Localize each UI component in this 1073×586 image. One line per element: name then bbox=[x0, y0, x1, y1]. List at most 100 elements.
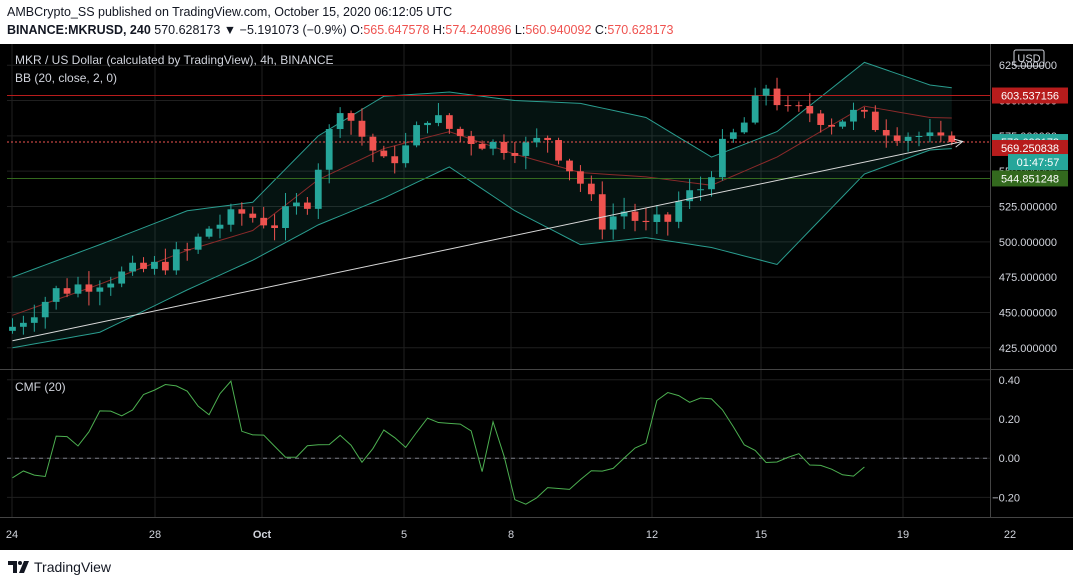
close-label: C: bbox=[594, 23, 608, 37]
candle-body bbox=[762, 88, 770, 96]
close-value: 570.628173 bbox=[607, 23, 674, 37]
candle-body bbox=[511, 153, 519, 156]
candle-body bbox=[456, 128, 464, 137]
ohlc-info: BINANCE:MKRUSD, 240 570.628173 ▼ −5.1910… bbox=[7, 22, 673, 38]
publish-info: AMBCrypto_SS published on TradingView.co… bbox=[7, 5, 453, 19]
candle-body bbox=[172, 249, 180, 271]
low-value: 560.940092 bbox=[525, 23, 592, 37]
candle-body bbox=[63, 288, 71, 294]
candle-body bbox=[653, 214, 661, 223]
cmf-y-tick-label: 0.20 bbox=[999, 414, 1020, 426]
candle-body bbox=[740, 122, 748, 133]
candle-body bbox=[30, 317, 38, 323]
candle-body bbox=[708, 177, 715, 190]
candle-body bbox=[620, 211, 628, 217]
x-tick-label: 15 bbox=[755, 529, 767, 541]
cmf-label: CMF (20) bbox=[15, 380, 66, 394]
candle-body bbox=[74, 284, 82, 294]
candle-body bbox=[435, 115, 442, 123]
candle-body bbox=[489, 141, 497, 149]
candle-body bbox=[380, 150, 388, 157]
indicator-label: BB (20, close, 2, 0) bbox=[15, 71, 117, 85]
candle-body bbox=[467, 136, 475, 145]
price-tag-label: 544.851248 bbox=[1001, 173, 1059, 185]
candle-body bbox=[871, 111, 879, 131]
candle-body bbox=[795, 105, 803, 107]
candle-body bbox=[500, 141, 508, 154]
candle-body bbox=[587, 183, 595, 195]
candle-body bbox=[609, 216, 617, 230]
candle-body bbox=[227, 209, 235, 225]
candle-body bbox=[445, 115, 453, 129]
candle-body bbox=[238, 209, 246, 214]
candle-body bbox=[631, 211, 639, 221]
x-tick-label: 22 bbox=[1004, 529, 1016, 541]
open-value: 565.647578 bbox=[363, 23, 430, 37]
x-tick-label: Oct bbox=[253, 529, 272, 541]
x-tick-label: 12 bbox=[646, 529, 658, 541]
candle-body bbox=[140, 262, 147, 269]
price-tag-label: 603.537156 bbox=[1001, 91, 1059, 103]
bb-fill bbox=[12, 62, 952, 348]
price-tag-box bbox=[992, 87, 1068, 104]
candle-body bbox=[566, 160, 573, 172]
chart-header: AMBCrypto_SS published on TradingView.co… bbox=[0, 0, 1073, 44]
candle-body bbox=[598, 194, 606, 230]
chart-canvas[interactable]: MKR / US Dollar (calculated by TradingVi… bbox=[0, 44, 1073, 550]
price-tag-box bbox=[992, 139, 1068, 156]
candle-body bbox=[347, 113, 355, 121]
candle-body bbox=[828, 124, 836, 127]
candle-body bbox=[904, 136, 912, 141]
candle-body bbox=[937, 132, 945, 136]
candle-body bbox=[948, 135, 956, 143]
candle-body bbox=[773, 88, 781, 106]
countdown-label: 01:47:57 bbox=[1017, 157, 1060, 169]
y-tick-label: 425.000000 bbox=[999, 343, 1057, 355]
candle-body bbox=[478, 144, 486, 149]
candle-body bbox=[806, 105, 814, 114]
candle-body bbox=[424, 122, 431, 126]
candle-body bbox=[118, 271, 126, 284]
candle-body bbox=[271, 225, 278, 228]
candle-body bbox=[555, 140, 562, 161]
candle-body bbox=[533, 137, 541, 143]
candle-body bbox=[391, 156, 399, 164]
candle-body bbox=[882, 130, 890, 136]
candle-body bbox=[577, 171, 584, 184]
high-value: 574.240896 bbox=[445, 23, 512, 37]
high-label: H: bbox=[432, 23, 446, 37]
low-label: L: bbox=[514, 23, 526, 37]
price-tag: 544.851248 bbox=[992, 170, 1068, 187]
candle-body bbox=[325, 129, 333, 170]
candle-body bbox=[303, 202, 311, 209]
candle-body bbox=[861, 109, 868, 112]
candle-body bbox=[850, 109, 857, 122]
candle-body bbox=[751, 95, 759, 123]
candle-body bbox=[522, 142, 530, 156]
cmf-y-tick-label: 0.00 bbox=[999, 453, 1020, 465]
candle-body bbox=[336, 113, 344, 130]
candle-body bbox=[369, 136, 377, 151]
open-label: O: bbox=[350, 23, 364, 37]
candles bbox=[9, 77, 956, 335]
candle-body bbox=[85, 284, 93, 292]
currency-label: USD bbox=[1017, 53, 1040, 65]
y-tick-label: 450.000000 bbox=[999, 307, 1057, 319]
candle-body bbox=[9, 326, 16, 331]
candle-body bbox=[129, 262, 136, 272]
candle-body bbox=[161, 261, 169, 271]
tradingview-logo[interactable]: TradingView bbox=[8, 559, 111, 575]
x-tick-label: 19 bbox=[897, 529, 909, 541]
symbol-label: BINANCE:MKRUSD, 240 bbox=[7, 23, 151, 37]
candle-body bbox=[915, 136, 923, 138]
price-change: ▼ −5.191073 (−0.9%) bbox=[223, 23, 347, 37]
last-price: 570.628173 bbox=[154, 23, 221, 37]
candle-body bbox=[293, 202, 300, 207]
bb-upper-line bbox=[12, 61, 952, 278]
price-axis-background bbox=[990, 44, 1073, 518]
candle-body bbox=[729, 132, 737, 139]
x-tick-label: 5 bbox=[401, 529, 407, 541]
chart-title: MKR / US Dollar (calculated by TradingVi… bbox=[15, 53, 334, 67]
countdown-box bbox=[1008, 154, 1068, 171]
candle-body bbox=[675, 201, 683, 222]
